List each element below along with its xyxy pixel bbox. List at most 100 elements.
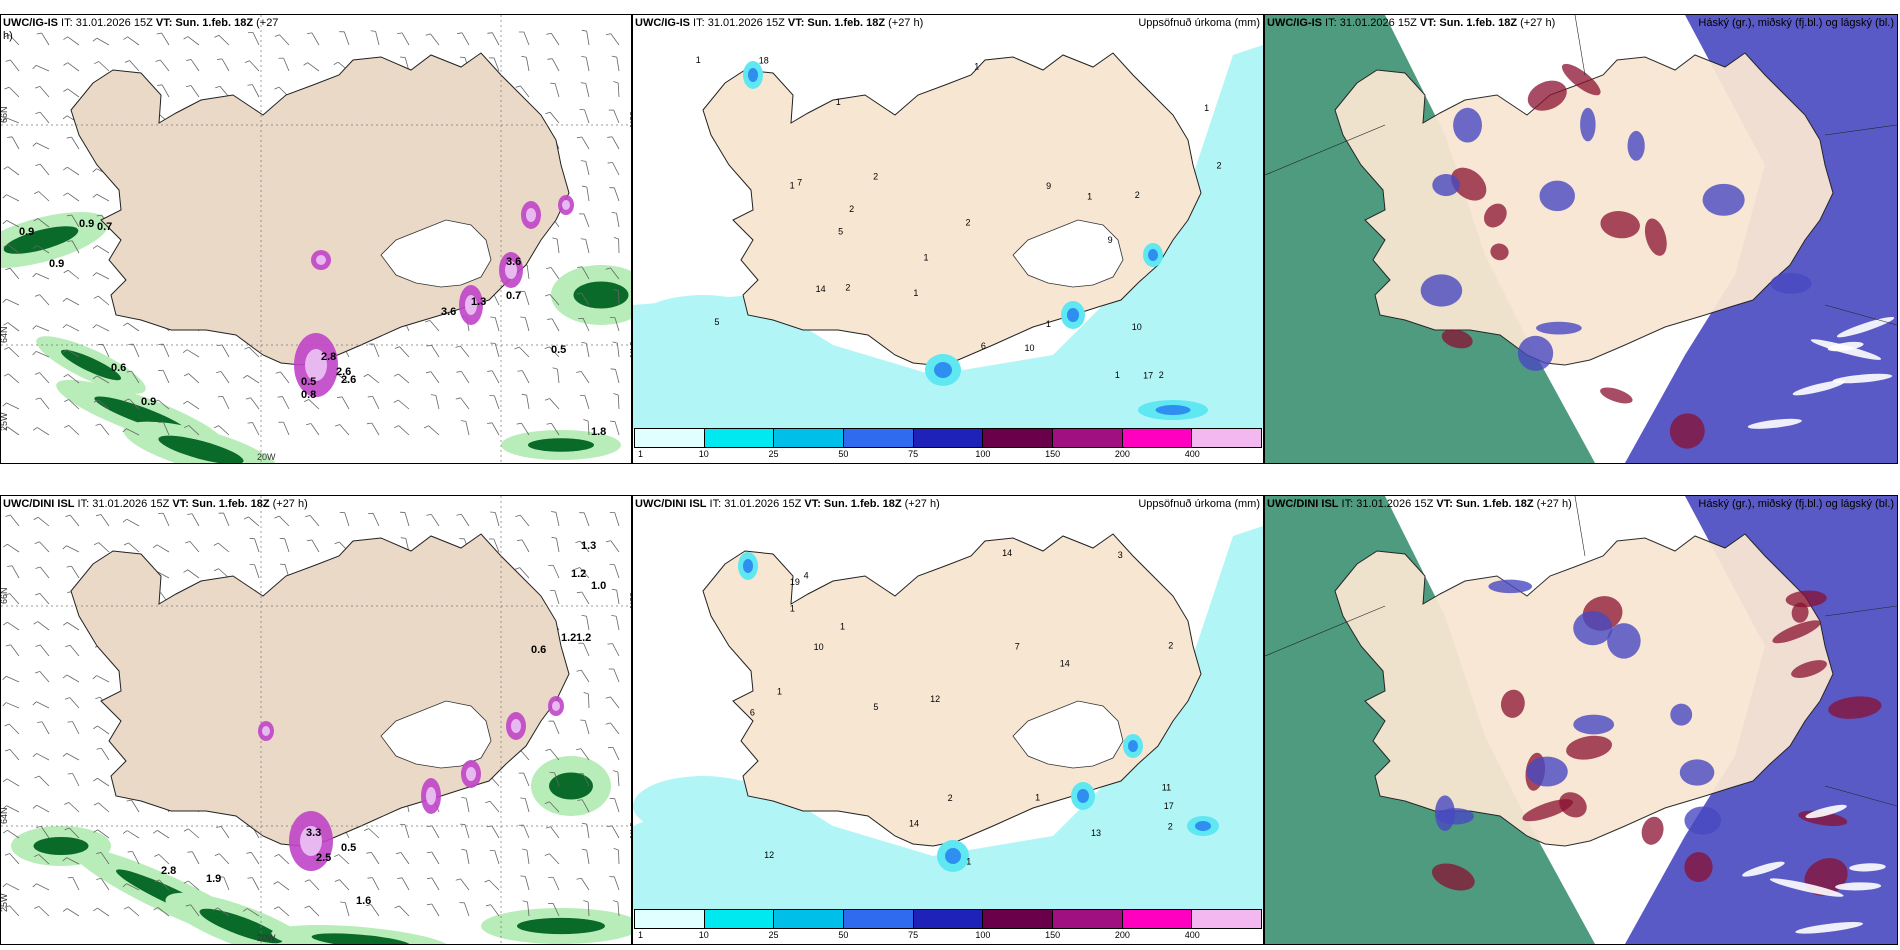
colorbar-swatch	[844, 910, 914, 928]
panel-title: UWC/IG-IS IT: 31.01.2026 15Z VT: Sun. 1.…	[635, 17, 923, 30]
precip-value-label: 1	[777, 686, 782, 696]
lead-time: (+27 h)	[1533, 498, 1572, 510]
lead-time-unit: h)	[3, 30, 13, 42]
colorbar-swatch	[1053, 910, 1123, 928]
axis-label: 65N	[628, 111, 631, 128]
valid-time: VT: Sun. 1.feb. 18Z	[172, 498, 270, 510]
precip-value-label: 13	[1091, 828, 1101, 838]
precip-value-label: 1	[923, 252, 928, 262]
precip-value-label: 14	[816, 284, 826, 294]
colorbar-swatch	[635, 429, 705, 447]
colorbar-label: 50	[838, 930, 849, 940]
model-name: UWC/DINI ISL	[3, 498, 75, 510]
snow-depth-label: 2.5	[316, 852, 331, 864]
axis-label: 64N	[1, 807, 9, 824]
precip-value-label: 5	[838, 226, 843, 236]
glacier-area	[380, 219, 492, 288]
sea-precip	[633, 526, 1263, 910]
panel-cloud-dini: UWC/DINI ISL IT: 31.01.2026 15Z VT: Sun.…	[1264, 495, 1898, 945]
colorbar-swatch	[704, 429, 775, 447]
valid-time: VT: Sun. 1.feb. 18Z	[787, 17, 886, 29]
precip-value-label: 9	[1108, 235, 1113, 245]
panel-wind-dini: 3.3 0.5 2.8 1.9 0.6 1.3 1.2 1.0 1.2 1.2 2.5 1.6 66N 6…	[0, 495, 632, 945]
glacier-area	[1012, 700, 1124, 769]
model-name: UWC/DINI ISL	[1267, 498, 1339, 510]
valid-time: VT: Sun. 1.feb. 18Z	[155, 17, 254, 29]
precip-value-label: 1	[1204, 103, 1209, 113]
colorbar-label: 400	[1184, 449, 1200, 459]
colorbar-label: 10	[698, 930, 709, 940]
precip-value-label: 1	[836, 97, 841, 107]
snow-depth-label: 0.9	[49, 258, 64, 270]
colorbar-label: 200	[1114, 449, 1130, 459]
colorbar-swatch	[1122, 429, 1193, 447]
panel-cloud-igis: UWC/IG-IS IT: 31.01.2026 15Z VT: Sun. 1.…	[1264, 14, 1898, 464]
precip-value-label: 2	[966, 217, 971, 227]
snow-depth-label: 3.6	[441, 306, 456, 318]
precip-value-label: 3	[1118, 550, 1123, 560]
colorbar-swatch	[774, 910, 845, 928]
snow-depth-label: 0.8	[301, 389, 316, 401]
precip-value-label: 2	[1168, 821, 1173, 831]
field-description: Háský (gr.), miðský (fj.bl.) og lágský (…	[1698, 17, 1894, 29]
model-name: UWC/IG-IS	[635, 17, 690, 29]
lead-time: (+27 h)	[885, 17, 924, 29]
precip-map: 1 1 18 9 2 1 1 5 2 1 2 1 1 1 2 1 2 2 1 2 17 7 10 14 10 9 6 5	[633, 15, 1263, 463]
panel-title: UWC/IG-IS IT: 31.01.2026 15Z VT: Sun. 1.…	[3, 17, 278, 43]
snow-depth-label: 0.6	[111, 362, 126, 374]
precip-value-label: 1	[974, 62, 979, 72]
precip-value-label: 10	[1132, 322, 1142, 332]
colorbar-label: 25	[768, 449, 779, 459]
colorbar-label: 10	[698, 449, 709, 459]
precip-value-label: 10	[1024, 343, 1034, 353]
init-time: IT: 31.01.2026 15Z	[1338, 498, 1437, 510]
precip-value-label: 17	[1164, 801, 1174, 811]
panel-title: UWC/IG-IS IT: 31.01.2026 15Z VT: Sun. 1.…	[1267, 17, 1555, 30]
snow-depth-label: 3.3	[306, 827, 321, 839]
precip-value-label: 1	[1035, 793, 1040, 803]
precip-value-label: 7	[797, 178, 802, 188]
snow-depth-label: 1.8	[591, 426, 606, 438]
snow-depth-label: 0.5	[301, 376, 316, 388]
precip-value-label: 17	[1143, 370, 1153, 380]
precip-value-label: 1	[1087, 192, 1092, 202]
precip-value-label: 1	[966, 857, 971, 867]
precip-value-label: 1	[696, 55, 701, 65]
precip-value-label: 2	[948, 793, 953, 803]
snow-depth-label: 2.8	[321, 351, 336, 363]
colorbar-label: 200	[1114, 930, 1130, 940]
precip-value-label: 18	[759, 55, 769, 65]
sea-precip	[633, 45, 1263, 429]
precip-value-label: 2	[1159, 370, 1164, 380]
panel-precip-igis: 1 1 18 9 2 1 1 5 2 1 2 1 1 1 2 1 2 2 1 2 17 7 10 14 10 9 6 5 1 10 25 50…	[632, 14, 1264, 464]
lead-time: (+27	[253, 17, 279, 29]
precip-value-label: 9	[1046, 181, 1051, 191]
precip-value-label: 5	[714, 317, 719, 327]
colorbar-swatch	[635, 910, 705, 928]
snow-depth-label: 2.6	[336, 366, 351, 378]
axis-label: 66N	[1, 587, 9, 604]
precip-value-label: 10	[814, 642, 824, 652]
snow-depth-label: 1.6	[356, 895, 371, 907]
precip-value-label: 6	[750, 707, 755, 717]
panel-precip-dini: 1 1 2 14 2 1 1 3 1 7 10 12 14 14 12 11 6 13 2 4 5 17 19 1 10 25 50…	[632, 495, 1264, 945]
axis-label: 64N	[628, 341, 631, 358]
panel-title: UWC/DINI ISL IT: 31.01.2026 15Z VT: Sun.…	[3, 498, 308, 511]
colorbar-swatch	[913, 429, 984, 447]
precip-value-label: 4	[804, 571, 809, 581]
colorbar-label: 1	[638, 449, 644, 459]
glacier-area	[380, 700, 492, 769]
axis-label: 25W	[1, 412, 9, 431]
snow-depth-label: 0.7	[506, 290, 521, 302]
precip-value-label: 1	[1046, 319, 1051, 329]
precip-value-label: 11	[1162, 782, 1171, 792]
precip-value-label: 2	[1216, 160, 1221, 170]
precip-colorbar: 1 10 25 50 75 100 150 200 400	[634, 909, 1262, 943]
snow-depth-label: 1.2	[571, 568, 586, 580]
snow-depth-label: 0.9	[19, 226, 34, 238]
field-description: Háský (gr.), miðský (fj.bl.) og lágský (…	[1698, 498, 1894, 510]
snow-depth-label: 0.5	[551, 344, 566, 356]
precip-value-label: 7	[1015, 642, 1020, 652]
colorbar-swatch	[983, 910, 1054, 928]
